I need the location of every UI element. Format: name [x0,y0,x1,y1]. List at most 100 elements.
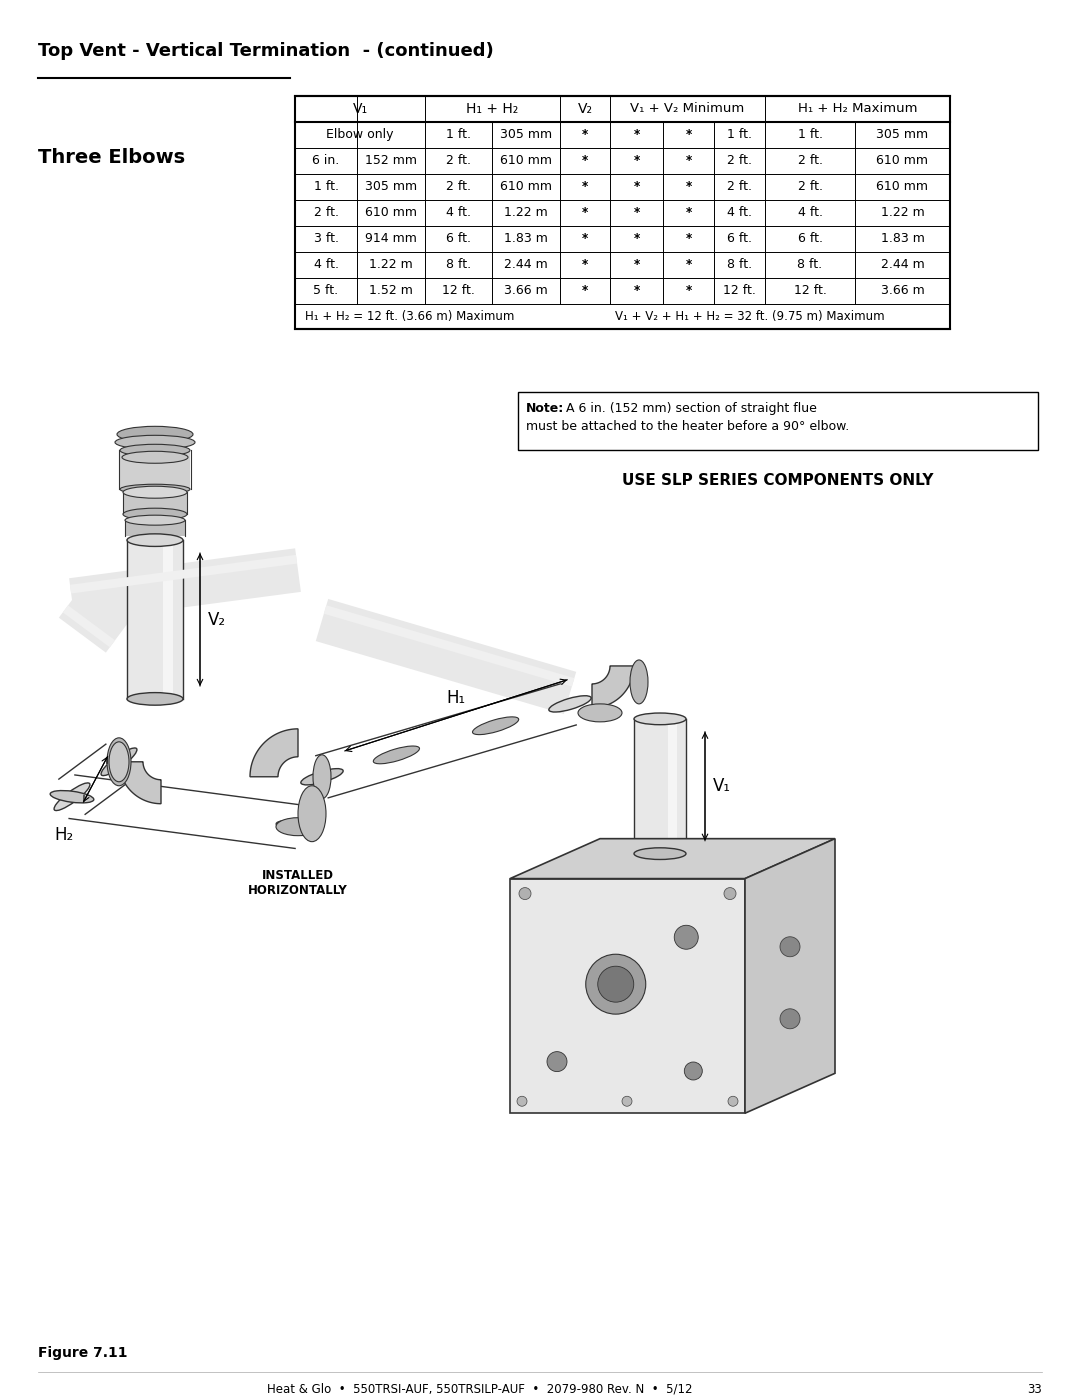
Text: must be attached to the heater before a 90° elbow.: must be attached to the heater before a … [526,420,849,434]
Circle shape [780,1009,800,1028]
Text: *: * [633,154,639,168]
Text: 3.66 m: 3.66 m [880,284,924,297]
Polygon shape [59,582,132,652]
Text: V₁: V₁ [713,778,731,795]
Text: 2 ft.: 2 ft. [797,154,823,168]
Text: 4 ft.: 4 ft. [446,206,471,220]
Ellipse shape [54,783,90,810]
Text: 33: 33 [1027,1382,1042,1396]
Ellipse shape [120,445,190,456]
Ellipse shape [276,817,320,835]
Bar [163,540,173,700]
Text: USE SLP SERIES COMPONENTS ONLY: USE SLP SERIES COMPONENTS ONLY [622,473,934,488]
Text: Note:: Note: [526,403,564,416]
Text: *: * [633,206,639,220]
Polygon shape [69,548,301,621]
Ellipse shape [313,755,330,799]
Ellipse shape [549,695,591,712]
Text: *: * [582,154,589,168]
Text: 152 mm: 152 mm [365,154,417,168]
Text: 2 ft.: 2 ft. [446,180,471,193]
Text: V₁ + V₂ Minimum: V₁ + V₂ Minimum [631,102,744,115]
Text: *: * [582,284,589,297]
Bar [120,450,190,490]
Text: *: * [633,257,639,271]
Text: 12 ft.: 12 ft. [724,284,756,297]
Ellipse shape [634,713,686,725]
Text: H₁ + H₂: H₁ + H₂ [467,102,518,116]
Ellipse shape [102,748,137,775]
Ellipse shape [125,515,185,525]
Ellipse shape [578,704,622,722]
Text: *: * [686,206,691,220]
Ellipse shape [473,716,518,734]
Text: *: * [582,206,589,220]
Text: *: * [686,284,691,297]
Circle shape [724,887,735,900]
Circle shape [597,967,634,1002]
Ellipse shape [50,790,94,803]
Text: *: * [582,129,589,141]
Text: *: * [686,180,691,193]
Text: 12 ft.: 12 ft. [442,284,475,297]
Text: 4 ft.: 4 ft. [797,206,823,220]
Bar [127,540,183,700]
Text: *: * [686,206,691,220]
Text: *: * [686,284,691,297]
Text: *: * [686,257,691,271]
Text: 1 ft.: 1 ft. [727,129,752,141]
Text: V₂: V₂ [208,610,226,628]
Text: 3 ft.: 3 ft. [313,232,338,245]
Text: *: * [633,284,639,297]
Text: 6 ft.: 6 ft. [797,232,823,245]
Text: Elbow only: Elbow only [326,129,394,141]
Polygon shape [119,762,161,803]
Text: 1.22 m: 1.22 m [504,206,548,220]
Text: *: * [686,129,691,141]
Bar [667,719,677,853]
Text: *: * [633,180,639,193]
Text: 1.22 m: 1.22 m [369,257,413,271]
Text: *: * [686,180,691,193]
Ellipse shape [634,848,686,859]
Text: *: * [686,257,691,271]
Ellipse shape [120,484,190,494]
Text: 2 ft.: 2 ft. [727,180,752,193]
Text: 4 ft.: 4 ft. [727,206,752,220]
Polygon shape [745,838,835,1114]
Text: 1.83 m: 1.83 m [880,232,924,245]
Text: *: * [633,232,639,245]
Text: 2 ft.: 2 ft. [797,180,823,193]
Text: *: * [582,232,589,245]
Ellipse shape [123,487,187,498]
Ellipse shape [123,508,187,520]
Text: *: * [633,180,639,193]
Text: 610 mm: 610 mm [877,180,929,193]
Polygon shape [592,666,634,708]
Text: A 6 in. (152 mm) section of straight flue: A 6 in. (152 mm) section of straight flu… [562,403,816,416]
Text: 2 ft.: 2 ft. [727,154,752,168]
Circle shape [728,1097,738,1107]
Polygon shape [510,838,835,879]
Text: Figure 7.11: Figure 7.11 [38,1346,127,1360]
Text: *: * [686,232,691,245]
Text: 6 ft.: 6 ft. [727,232,752,245]
Ellipse shape [107,737,131,786]
Polygon shape [315,599,577,713]
Ellipse shape [298,786,326,842]
Bar [125,520,185,536]
Text: *: * [633,154,639,168]
Circle shape [674,925,699,950]
Text: 8 ft.: 8 ft. [797,257,823,271]
Polygon shape [70,555,297,593]
Bar [295,97,950,330]
Circle shape [517,1097,527,1107]
Ellipse shape [374,746,419,764]
Text: 1.83 m: 1.83 m [504,232,548,245]
Text: V₁: V₁ [352,102,367,116]
Text: H₂: H₂ [54,825,73,844]
Text: 8 ft.: 8 ft. [446,257,471,271]
Ellipse shape [127,693,183,705]
Circle shape [585,954,646,1014]
Text: *: * [582,206,589,220]
